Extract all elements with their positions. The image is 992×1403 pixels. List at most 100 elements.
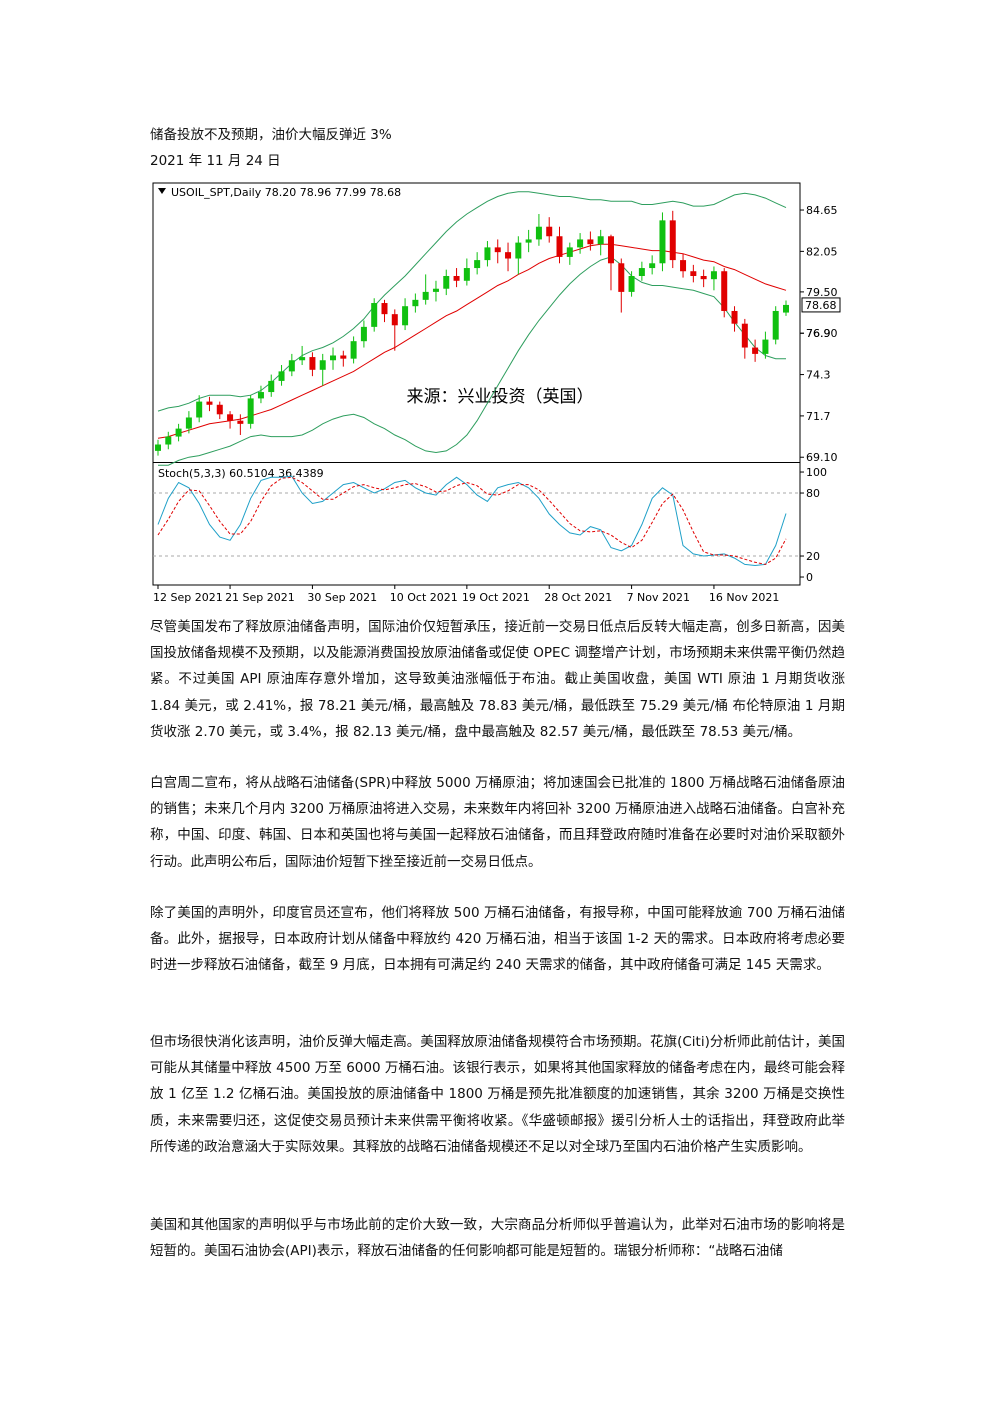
candle-body [525, 239, 532, 243]
candle-body [618, 263, 625, 292]
candle-body [216, 404, 223, 415]
price-box [801, 297, 841, 313]
x-tick-label: 19 Oct 2021 [462, 591, 530, 604]
candle-body [762, 339, 769, 354]
candle-body [783, 304, 789, 313]
x-tick-label: 10 Oct 2021 [390, 591, 458, 604]
paragraph: 美国和其他国家的声明似乎与市场此前的定价大致一致，大宗商品分析师似乎普遍认为，此… [150, 1217, 845, 1260]
y-tick-label: 76.90 [806, 327, 838, 340]
candle-body [700, 276, 707, 280]
candle-body [649, 263, 656, 269]
candle-body [546, 226, 553, 237]
candle-body [196, 401, 203, 418]
candle-body [422, 291, 429, 300]
candle-body [381, 303, 388, 315]
candle-body [731, 310, 738, 324]
indicator-line [157, 476, 787, 565]
candle-body [360, 326, 367, 342]
x-tick-label: 21 Sep 2021 [225, 591, 295, 604]
candle-body [741, 323, 748, 348]
candle-body [597, 236, 604, 245]
chart: USOIL_SPT,Daily 78.20 78.96 77.99 78.68 … [152, 182, 841, 604]
candle-body [710, 271, 717, 280]
doc-title: 储备投放不及预期，油价大幅反弹近 3% [150, 127, 392, 143]
candle-body [659, 220, 666, 264]
stoch-title: Stoch(5,3,3) 60.5104 36.4389 [158, 467, 324, 480]
candle-body [340, 355, 347, 359]
y-tick-label: 0 [806, 571, 813, 584]
indicator-line [157, 243, 787, 439]
paragraph: 但市场很快消化该声明，油价反弹大幅走高。美国释放原油储备规模符合市场预期。花旗(… [150, 1034, 845, 1155]
y-tick-label: 71.7 [806, 410, 831, 423]
candle-body [463, 268, 470, 281]
candle-body [412, 299, 419, 307]
candle-body [721, 271, 728, 311]
candle-body [165, 436, 172, 445]
y-tick-label: 84.65 [806, 204, 838, 217]
candle-body [350, 341, 357, 359]
candle-body [587, 239, 594, 245]
last-price: 78.68 [805, 299, 837, 312]
doc-date: 2021 年 11 月 24 日 [150, 153, 281, 169]
candle-body [638, 268, 645, 276]
y-tick-label: 20 [806, 550, 820, 563]
candle-body [371, 303, 378, 327]
candle-body [453, 276, 460, 281]
candle-body [566, 247, 573, 257]
candle-body [268, 380, 275, 393]
candle-body [772, 310, 779, 340]
x-tick-label: 30 Sep 2021 [307, 591, 377, 604]
indicator-line [157, 191, 787, 412]
candle-body [535, 226, 542, 240]
y-tick-label: 79.50 [806, 286, 838, 299]
candle-body [155, 444, 161, 451]
candle-body [309, 357, 316, 370]
candle-body [556, 236, 563, 257]
candle-body [257, 392, 264, 399]
candle-body [474, 260, 481, 269]
candle-body [494, 247, 501, 253]
candle-body [185, 417, 192, 429]
annotation: 来源：兴业投资（英国） [407, 387, 594, 407]
candle-body [680, 260, 687, 272]
candle-body [288, 360, 295, 372]
x-tick-label: 12 Sep 2021 [153, 591, 223, 604]
candle-body [669, 220, 676, 261]
candle-body [206, 401, 213, 405]
candle-body [247, 398, 254, 424]
candle-body [752, 347, 759, 354]
candle-body [402, 306, 409, 326]
candle-body [391, 314, 398, 326]
menu-icon [158, 188, 166, 194]
indicator-line [157, 475, 787, 567]
x-tick-label: 7 Nov 2021 [627, 591, 690, 604]
y-tick-label: 74.3 [806, 369, 831, 382]
paragraph: 白宫周二宣布，将从战略石油储备(SPR)中释放 5000 万桶原油；将加速国会已… [150, 775, 845, 870]
paragraph: 除了美国的声明外，印度官员还宣布，他们将释放 500 万桶石油储备，有报导称，中… [150, 905, 845, 974]
x-tick-label: 16 Nov 2021 [709, 591, 779, 604]
candle-body [319, 360, 326, 370]
y-tick-label: 80 [806, 487, 820, 500]
y-tick-label: 76.9 [806, 327, 831, 340]
candle-body [278, 371, 285, 381]
y-tick-label: 100 [806, 466, 827, 479]
candle-body [515, 242, 522, 259]
candle-body [175, 428, 182, 437]
candle-body [432, 288, 439, 292]
chart-frame [152, 182, 801, 586]
candle-body [330, 355, 337, 361]
indicator-line [158, 256, 786, 466]
candle-body [299, 357, 306, 361]
y-tick-label: 69.10 [806, 451, 838, 464]
x-tick-label: 28 Oct 2021 [544, 591, 612, 604]
candle-body [690, 271, 697, 276]
paragraph: 尽管美国发布了释放原油储备声明，国际油价仅短暂承压，接近前一交易日低点后反转大幅… [150, 619, 845, 740]
candle-body [227, 414, 234, 421]
candle-body [505, 252, 512, 259]
price-title: USOIL_SPT,Daily 78.20 78.96 77.99 78.68 [171, 186, 401, 199]
candle-body [628, 276, 635, 292]
candle-body [577, 239, 584, 248]
y-tick-label: 82.05 [806, 245, 838, 258]
candle-body [607, 236, 614, 264]
